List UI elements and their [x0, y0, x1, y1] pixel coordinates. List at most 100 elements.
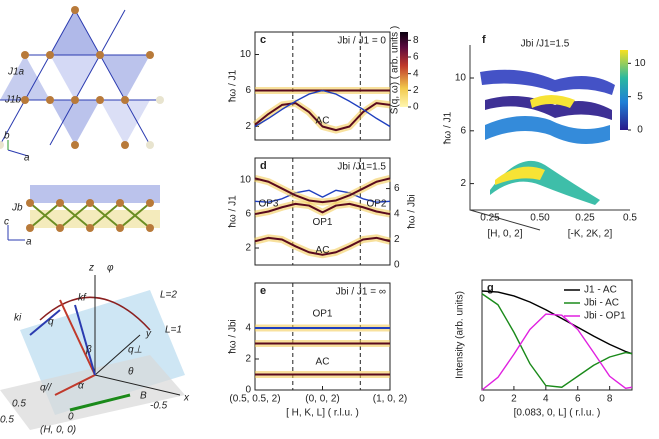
plot-frame — [481, 279, 633, 391]
colorbar-label: S(q, ω) ( arb. units ) — [390, 26, 401, 114]
y-tick-label: 4 — [245, 323, 251, 334]
diagram-label: q — [48, 317, 54, 328]
y2-axis-label: ħω / Jbi — [407, 194, 418, 229]
diagram-label: φ — [107, 263, 114, 274]
x2-tick-label: 0.5 — [623, 213, 637, 224]
band — [254, 189, 391, 203]
colorbar-tick-label: 0 — [637, 125, 643, 136]
crystal-side — [7, 185, 160, 241]
x-tick-label: 4 — [543, 394, 549, 405]
line — [481, 293, 633, 388]
panel-label: g — [487, 282, 494, 294]
band — [254, 89, 391, 128]
y2-tick-label: 6 — [394, 183, 400, 194]
colorbar — [400, 32, 408, 107]
colorbar — [620, 50, 628, 130]
band — [254, 177, 391, 204]
diagram-label: b — [4, 131, 10, 142]
diagram-label: a — [24, 153, 30, 164]
x-tick-label: (0.5, 0.5, 2) — [229, 394, 280, 405]
y-axis-label: ħω / J1 — [228, 195, 239, 228]
panel-label: f — [482, 34, 486, 46]
y-tick-label: 2 — [245, 121, 251, 132]
y2-tick-label: 4 — [394, 209, 400, 220]
annotation: AC — [316, 357, 330, 368]
diagram-label: z — [88, 263, 94, 274]
y-axis-label: Intensity (arb. units) — [455, 291, 466, 379]
band — [254, 102, 391, 132]
y-tick-label: 0 — [245, 385, 251, 396]
annotation: Jbi / J1 = 0 — [337, 36, 386, 47]
panel-label: e — [260, 285, 266, 297]
annotation: Jbi / J1 = ∞ — [336, 287, 386, 298]
x2-axis-label: [-K, 2K, 2] — [568, 229, 613, 240]
y-axis-label: ħω / J1 — [443, 111, 454, 144]
colorbar-tick-label: 6 — [413, 52, 419, 63]
y-axis-label: ħω / Jbi — [228, 319, 239, 354]
colorbar-tick-label: 10 — [634, 58, 646, 69]
diagram-label: kf — [78, 293, 87, 304]
y-tick-label: 10 — [240, 175, 252, 186]
legend-label: J1 - AC — [584, 285, 617, 296]
x-tick-label: (1, 0, 2) — [373, 394, 407, 405]
plot-frame — [254, 31, 391, 141]
diagram-label: β — [85, 345, 92, 356]
x-tick-label: 2 — [511, 394, 517, 405]
x-axis-label: [ H, K, L] ( r.l.u. ) — [286, 408, 359, 419]
colorbar-tick-label: 4 — [413, 68, 419, 79]
y-tick-label: 6 — [245, 209, 251, 220]
diagram-label: ki — [14, 313, 22, 324]
diagram-label: a — [26, 237, 32, 248]
y-tick-label: 6 — [460, 125, 466, 136]
scattering-geometry — [0, 275, 185, 430]
diagram-label: 0 — [68, 412, 74, 423]
y-tick-label: 2 — [245, 243, 251, 254]
crystal-top — [0, 6, 164, 157]
x-axis-label: [0.083, 0, L] ( r.l.u. ) — [514, 408, 601, 419]
diagram-label: L=2 — [160, 290, 177, 301]
legend-label: Jbi - OP1 — [584, 311, 626, 322]
diagram-label: J1a — [7, 67, 25, 78]
y-tick-label: 10 — [240, 49, 252, 60]
x-tick-label: 0 — [479, 394, 485, 405]
panel-label: d — [260, 160, 267, 172]
annotation: Jbi /J1=1.5 — [337, 162, 386, 173]
colorbar-tick-label: 0 — [413, 102, 419, 113]
colorbar-tick-label: 8 — [413, 35, 419, 46]
y-tick-label: 2 — [245, 354, 251, 365]
colorbar-tick-label: 2 — [413, 85, 419, 96]
band — [254, 202, 391, 216]
diagram-label: q⊥ — [128, 345, 143, 356]
diagram-label: x — [183, 393, 190, 404]
x-tick-label: (0, 0, 2) — [305, 394, 339, 405]
panel-label: c — [260, 34, 266, 46]
x2-tick-label: 0.25 — [575, 213, 595, 224]
y-axis-label: ħω / J1 — [228, 69, 239, 102]
diagram-label: J1b — [4, 95, 22, 106]
x-axis-label: [H, 0, 2] — [487, 229, 522, 240]
annotation: OP2 — [366, 198, 386, 209]
diagram-label: L=1 — [165, 325, 182, 336]
diagram-label: q// — [40, 383, 52, 394]
surface-plot — [469, 45, 630, 231]
y-tick-label: 6 — [245, 85, 251, 96]
diagram-label: c — [4, 217, 9, 228]
diagram-label: θ — [128, 367, 134, 378]
x-tick-label: 0.25 — [480, 213, 500, 224]
colorbar-tick-label: 5 — [637, 91, 643, 102]
legend-label: Jbi - AC — [584, 298, 619, 309]
y-tick-label: 2 — [460, 178, 466, 189]
x-tick-label: 6 — [575, 394, 581, 405]
annotation: OP1 — [312, 309, 332, 320]
diagram-label: (H, 0, 0) — [40, 425, 76, 436]
diagram-label: 0.5 — [12, 399, 26, 410]
y2-tick-label: 2 — [394, 234, 400, 245]
diagram-label: -0.5 — [150, 401, 168, 412]
annotation: OP1 — [312, 217, 332, 228]
annotation: OP3 — [258, 198, 278, 209]
diagram-label: y — [145, 329, 152, 340]
diagram-label: Jb — [11, 203, 23, 214]
y-tick-label: 10 — [455, 73, 467, 84]
diagram-label: B — [140, 391, 147, 402]
